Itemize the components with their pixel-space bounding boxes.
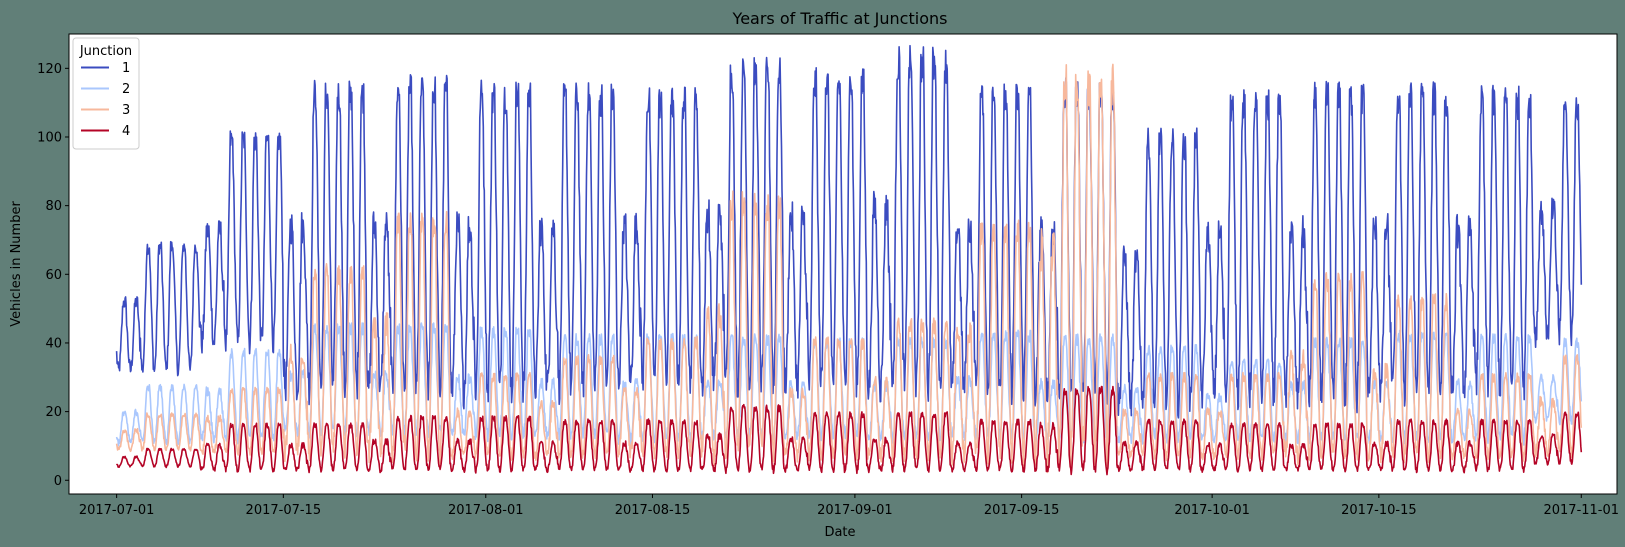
x-tick-label: 2017-09-01: [817, 503, 893, 518]
y-tick-label: 80: [45, 199, 62, 214]
x-tick-label: 2017-10-15: [1341, 503, 1417, 518]
x-tick-label: 2017-11-01: [1543, 503, 1619, 518]
x-tick-label: 2017-08-01: [448, 503, 524, 518]
series-line-junction-4: [115, 385, 1583, 476]
legend-label-3: 3: [122, 103, 130, 118]
x-tick-label: 2017-07-15: [246, 503, 322, 518]
legend-label-2: 2: [122, 82, 130, 97]
legend: Junction 1 2 3 4: [72, 37, 140, 150]
legend-label-1: 1: [122, 61, 130, 76]
y-tick-label: 100: [37, 130, 62, 145]
legend-title: Junction: [79, 44, 132, 59]
x-tick-label: 2017-09-15: [984, 503, 1060, 518]
chart-title: Years of Traffic at Junctions: [732, 9, 948, 28]
x-tick-label: 2017-10-01: [1174, 503, 1250, 518]
series-lines: [115, 44, 1583, 476]
x-tick-label: 2017-07-01: [79, 503, 155, 518]
y-axis: 0 20 40 60 80 100 120: [37, 62, 69, 489]
series-line-junction-3: [115, 63, 1583, 474]
series-line-junction-1: [115, 44, 1583, 419]
x-tick-label: 2017-08-15: [615, 503, 691, 518]
y-tick-label: 40: [45, 336, 62, 351]
y-tick-label: 0: [54, 474, 62, 489]
x-axis: 2017-07-01 2017-07-15 2017-08-01 2017-08-15…: [79, 494, 1619, 518]
y-tick-label: 20: [45, 405, 62, 420]
plot-frame: [68, 33, 1618, 495]
x-axis-label: Date: [824, 525, 855, 540]
y-tick-label: 60: [45, 268, 62, 283]
y-axis-label: Vehicles in Number: [9, 201, 24, 327]
legend-label-4: 4: [122, 124, 130, 139]
y-tick-label: 120: [37, 62, 62, 77]
legend-box: [72, 37, 140, 150]
